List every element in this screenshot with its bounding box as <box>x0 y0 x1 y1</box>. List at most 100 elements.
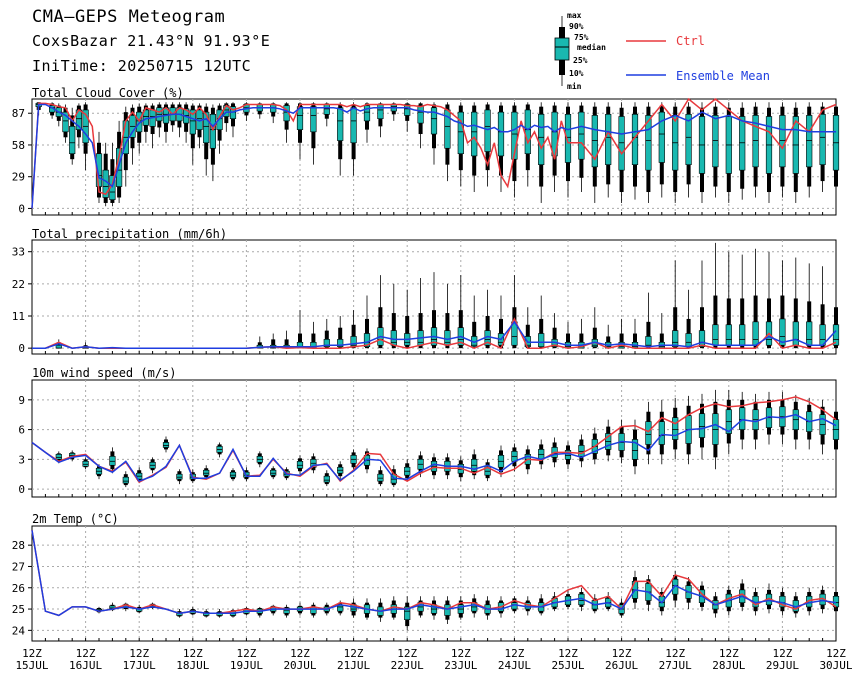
box-mark <box>806 397 813 450</box>
box-10-90 <box>726 298 731 349</box>
box-25-75 <box>672 330 679 347</box>
location-label: CoxsBazar 21.43°N 91.93°E <box>32 32 271 50</box>
box-10-90 <box>566 333 570 349</box>
x-tick-label-date: 24JUL <box>498 659 531 672</box>
box-mark <box>591 102 598 203</box>
box-mark <box>752 102 759 198</box>
box-25-75 <box>109 456 116 466</box>
y-tick-label: 33 <box>12 246 25 259</box>
box-mark <box>417 102 424 149</box>
box-25-75 <box>685 114 692 165</box>
legend-box-label: median <box>577 42 606 52</box>
x-tick-label-date: 29JUL <box>766 659 799 672</box>
x-tick-label-date: 17JUL <box>123 659 156 672</box>
box-10-90 <box>619 333 624 349</box>
box-10-90 <box>311 333 316 349</box>
x-tick-label-time: 12Z <box>344 647 364 660</box>
box-mark <box>82 457 89 470</box>
x-tick-label-time: 12Z <box>397 647 417 660</box>
box-mark <box>739 254 746 349</box>
box-25-75 <box>631 114 639 165</box>
box-mark <box>471 594 478 618</box>
box-mark <box>511 102 518 198</box>
y-tick-label: 6 <box>18 424 25 437</box>
box-mark <box>524 102 531 187</box>
legend-mean-label: Ensemble Mean <box>676 69 770 83</box>
box-25-75 <box>55 454 62 460</box>
box-mark <box>578 102 585 193</box>
box-mark <box>779 587 786 616</box>
box-mark <box>363 448 371 474</box>
box-10-90 <box>284 339 289 349</box>
box-mark <box>578 434 585 468</box>
box-mark <box>209 104 217 182</box>
box-mark <box>631 419 639 475</box>
legend-box-label: 10% <box>569 69 584 78</box>
box-25-75 <box>779 115 786 168</box>
box-25-75 <box>631 439 639 460</box>
box-mark <box>122 471 129 488</box>
x-tick-label-time: 12Z <box>290 647 310 660</box>
box-mark <box>109 447 116 474</box>
box-mark <box>350 598 357 618</box>
box-mark <box>404 596 411 631</box>
y-tick-label: 0 <box>18 342 25 355</box>
box-25-75 <box>404 606 411 621</box>
box-25-75 <box>62 111 69 133</box>
mean-series-line <box>31 103 836 209</box>
x-tick-label-time: 12Z <box>826 647 846 660</box>
panel-1: 0 11 22 33 <box>12 239 840 355</box>
box-25-75 <box>82 461 89 467</box>
legend-box-25-75 <box>554 37 570 61</box>
box-25-75 <box>377 104 384 119</box>
box-mark <box>806 263 813 349</box>
box-mark <box>444 596 451 624</box>
box-10-90 <box>646 321 651 349</box>
box-mark <box>256 606 263 618</box>
box-25-75 <box>698 413 706 438</box>
x-tick-label-date: 15JUL <box>15 659 48 672</box>
box-mark <box>511 275 518 349</box>
box-mark <box>832 283 840 349</box>
box-mark <box>658 102 665 198</box>
box-mark <box>806 102 813 198</box>
x-tick-label-date: 21JUL <box>337 659 370 672</box>
box-25-75 <box>739 116 746 171</box>
box-25-75 <box>363 333 371 347</box>
box-mark <box>444 102 451 182</box>
box-25-75 <box>323 104 330 115</box>
box-25-75 <box>430 107 438 135</box>
y-tick-label: 0 <box>18 483 25 496</box>
box-mark <box>698 260 706 349</box>
box-25-75 <box>471 111 478 157</box>
box-mark <box>484 459 491 482</box>
box-25-75 <box>779 318 786 346</box>
box-mark <box>310 321 317 349</box>
panel-title-temp: 2m Temp (°C) <box>32 512 119 526</box>
box-mark <box>176 469 183 485</box>
box-mark <box>417 451 424 478</box>
box-mark <box>672 260 679 349</box>
box-mark <box>685 289 692 349</box>
box-25-75 <box>176 473 183 480</box>
box-mark <box>296 455 304 475</box>
box-25-75 <box>377 473 384 482</box>
box-mark <box>471 295 478 349</box>
y-tick-label: 27 <box>12 560 25 573</box>
box-mark <box>350 449 357 472</box>
box-mark <box>538 295 545 349</box>
box-10-90 <box>298 333 302 349</box>
panel-frame <box>31 525 837 642</box>
box-25-75 <box>698 330 706 347</box>
x-tick-label-time: 12Z <box>504 647 524 660</box>
box-25-75 <box>712 324 719 346</box>
y-tick-label: 9 <box>18 394 25 407</box>
box-25-75 <box>712 115 719 168</box>
box-25-75 <box>538 114 545 165</box>
box-10-90 <box>659 333 664 349</box>
box-25-75 <box>296 106 304 130</box>
box-mark <box>471 102 478 193</box>
mean-series-line <box>32 320 837 349</box>
x-tick-label-date: 22JUL <box>391 659 424 672</box>
box-mark <box>323 470 330 487</box>
